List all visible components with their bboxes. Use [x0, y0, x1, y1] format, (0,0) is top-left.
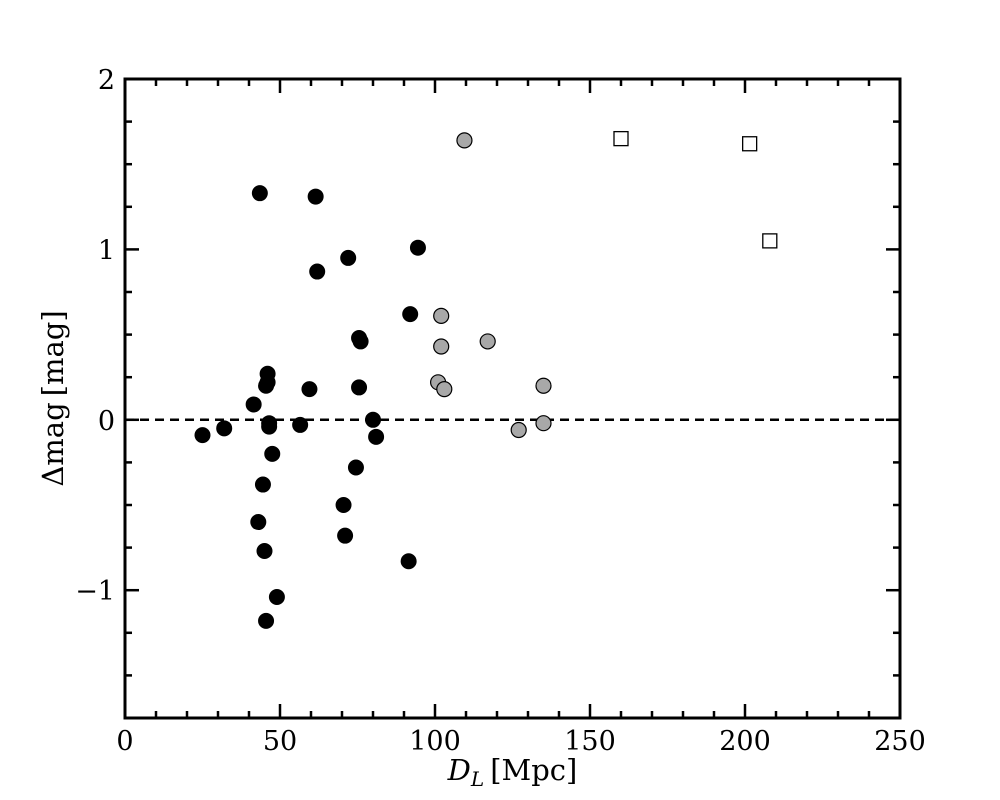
data-point-black [268, 589, 285, 606]
data-point-gray [436, 381, 453, 398]
data-point-black [368, 428, 385, 445]
data-point-black [301, 381, 318, 398]
x-tick-label: 150 [564, 726, 616, 757]
data-point-black [264, 445, 281, 462]
data-point-black [245, 396, 262, 413]
y-tick-label: 2 [98, 65, 115, 96]
data-point-black [292, 416, 309, 433]
data-point-black [250, 514, 267, 531]
data-points [194, 130, 778, 629]
data-point-gray [479, 333, 496, 350]
x-axis-label-subscript: L [470, 767, 484, 791]
data-point-black [307, 188, 324, 205]
tick-labels: 0 50 100 150 200 250 −1 0 1 2 [75, 65, 926, 757]
data-point-black [251, 185, 268, 202]
data-point-black [258, 612, 275, 629]
x-axis-label-unit: [Mpc] [490, 753, 577, 787]
data-point-black [337, 527, 354, 544]
data-point-black [400, 553, 417, 570]
data-point-gray [433, 307, 450, 324]
data-point-square [613, 130, 629, 147]
x-tick-label: 50 [263, 726, 297, 757]
y-tick-label: 1 [98, 235, 115, 266]
data-point-square [742, 136, 758, 152]
data-point-gray [535, 415, 552, 432]
plot-frame [123, 77, 902, 720]
x-axis-label-main: D [447, 753, 471, 787]
data-point-black [409, 239, 426, 256]
data-point-gray [535, 377, 552, 394]
y-axis-label-main: Δmag [36, 402, 70, 486]
x-tick-label: 100 [409, 726, 461, 757]
x-tick-label: 250 [874, 726, 926, 757]
y-axis-label-unit: [mag] [36, 310, 70, 396]
data-point-black [351, 379, 368, 396]
axis-ticks [123, 77, 902, 720]
data-point-black [352, 333, 369, 350]
data-point-black [335, 497, 352, 513]
data-point-black [261, 418, 278, 435]
data-point-gray [456, 132, 473, 149]
data-point-black [402, 306, 419, 323]
x-axis-label: DL [Mpc] [447, 753, 578, 791]
x-tick-label: 200 [719, 726, 771, 757]
data-point-gray [433, 338, 450, 355]
x-tick-label: 0 [116, 726, 133, 757]
data-point-black [365, 411, 381, 428]
data-point-black [194, 427, 211, 444]
data-point-black [340, 249, 357, 266]
data-point-black [254, 476, 271, 493]
data-point-black [216, 420, 233, 437]
data-point-black [256, 543, 273, 560]
data-point-black [347, 459, 364, 476]
y-tick-label: −1 [75, 576, 115, 607]
data-point-square [762, 233, 778, 249]
data-point-black [259, 374, 276, 391]
data-point-black [309, 263, 326, 280]
y-axis-label: Δmag [mag] [36, 310, 70, 486]
data-point-gray [510, 421, 527, 439]
y-tick-label: 0 [98, 406, 115, 437]
